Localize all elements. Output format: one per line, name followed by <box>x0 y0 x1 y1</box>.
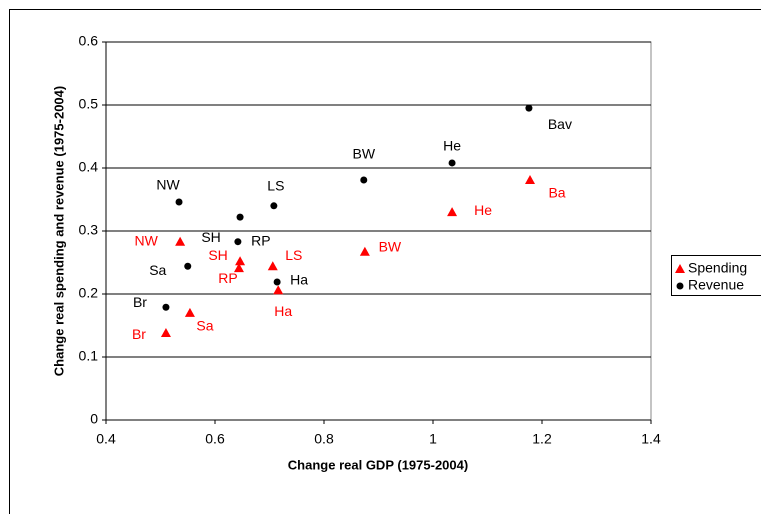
point-label: NW <box>134 232 158 248</box>
point-label: NW <box>156 177 180 193</box>
point-label: BW <box>353 146 376 162</box>
y-tick-label: 0.6 <box>79 33 99 49</box>
point <box>525 174 536 184</box>
x-tick-label: 1.2 <box>532 431 552 447</box>
point <box>273 278 281 286</box>
point <box>525 104 533 112</box>
legend-label: Revenue <box>688 277 744 293</box>
point-label: Ha <box>274 303 292 319</box>
point-label: He <box>443 138 461 154</box>
y-tick-label: 0.5 <box>79 96 99 112</box>
legend-box <box>671 255 761 296</box>
point <box>234 238 242 246</box>
y-tick-label: 0.4 <box>79 159 99 175</box>
point-label: SH <box>208 247 227 263</box>
point-label: BW <box>379 238 402 254</box>
x-tick-label: 1.4 <box>641 431 661 447</box>
legend-marker <box>676 282 684 290</box>
x-axis-title: Change real GDP (1975-2004) <box>288 457 468 472</box>
point <box>273 285 284 295</box>
point-label: RP <box>218 270 237 286</box>
y-axis-title: Change real spending and revenue (1975-2… <box>51 86 66 376</box>
point <box>184 307 195 317</box>
point <box>175 198 183 206</box>
x-tick-label: 1 <box>429 431 437 447</box>
y-tick-label: 0.2 <box>79 285 99 301</box>
point <box>162 303 170 311</box>
legend-label: Spending <box>688 260 747 276</box>
point-label: Br <box>132 326 146 342</box>
point <box>184 262 192 270</box>
point-label: LS <box>285 247 302 263</box>
point <box>448 159 456 167</box>
point-label: Br <box>133 294 147 310</box>
x-tick-label: 0.6 <box>205 431 225 447</box>
point <box>447 207 458 217</box>
point <box>360 176 368 184</box>
point <box>233 263 244 273</box>
point <box>175 236 186 246</box>
point <box>270 202 278 210</box>
legend-marker <box>675 264 685 273</box>
point <box>359 246 370 256</box>
point-label: Bav <box>548 116 572 132</box>
x-tick-label: 0.4 <box>96 431 116 447</box>
point-label: SH <box>201 229 220 245</box>
point <box>236 213 244 221</box>
x-tick-label: 0.8 <box>314 431 334 447</box>
point-label: He <box>474 202 492 218</box>
point <box>267 261 278 271</box>
point <box>235 256 246 266</box>
point-label: Ha <box>290 272 308 288</box>
y-tick-label: 0.3 <box>79 222 99 238</box>
chart-border <box>9 9 761 514</box>
point-label: RP <box>251 232 270 248</box>
y-tick-label: 0 <box>90 411 98 427</box>
point-label: Sa <box>149 262 166 278</box>
point-label: LS <box>267 178 284 194</box>
point-label: Ba <box>548 185 565 201</box>
point-label: Sa <box>196 318 213 334</box>
point <box>160 328 171 338</box>
y-tick-label: 0.1 <box>79 348 99 364</box>
